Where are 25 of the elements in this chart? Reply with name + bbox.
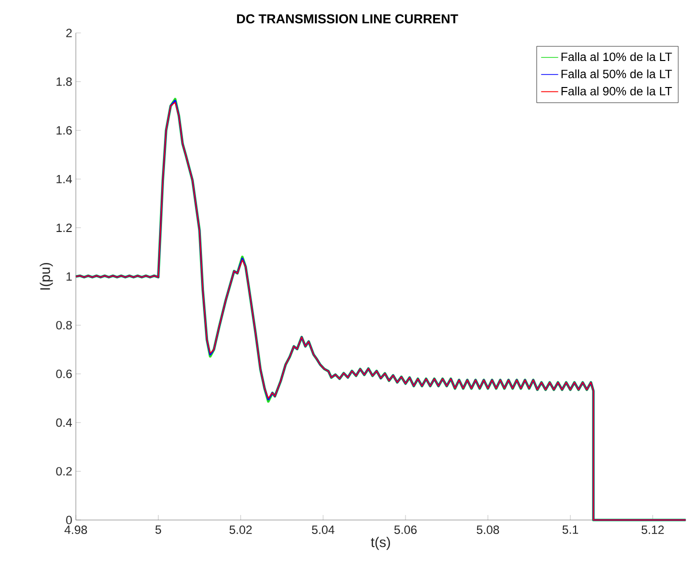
legend-label: Falla al 10% de la LT: [562, 52, 672, 62]
y-tick-label: 0.2: [56, 467, 72, 476]
y-tick-label: 1: [66, 272, 72, 281]
x-tick-label: 5.1: [562, 526, 578, 534]
y-tick-label: 0.8: [56, 320, 72, 330]
x-tick-label: 5.08: [476, 526, 500, 534]
x-tick-label: 5.04: [312, 526, 334, 534]
y-tick-label: 2: [66, 28, 72, 38]
x-axis-title: t(s): [370, 536, 390, 550]
y-tick-label: 1.4: [56, 174, 72, 184]
x-tick-label: 5.12: [642, 526, 664, 534]
y-tick-label: 1.6: [56, 126, 72, 135]
legend-label: Falla al 50% de la LT: [562, 69, 672, 78]
y-tick-label: 0: [66, 516, 72, 524]
x-tick-label: 5.02: [230, 526, 252, 534]
y-tick-label: 1.8: [56, 77, 72, 86]
x-tick-label: 5.06: [394, 526, 417, 534]
y-axis-title: I(pu): [40, 263, 53, 290]
x-tick-label: 4.98: [64, 526, 87, 534]
y-tick-label: 1.2: [56, 224, 72, 232]
chart-title: DC TRANSMISSION LINE CURRENT: [237, 14, 458, 24]
x-tick-label: 5: [155, 526, 162, 534]
y-tick-label: 0.4: [56, 418, 72, 427]
legend-label: Falla al 90% de la LT: [562, 86, 672, 96]
y-tick-label: 0.6: [56, 370, 72, 378]
